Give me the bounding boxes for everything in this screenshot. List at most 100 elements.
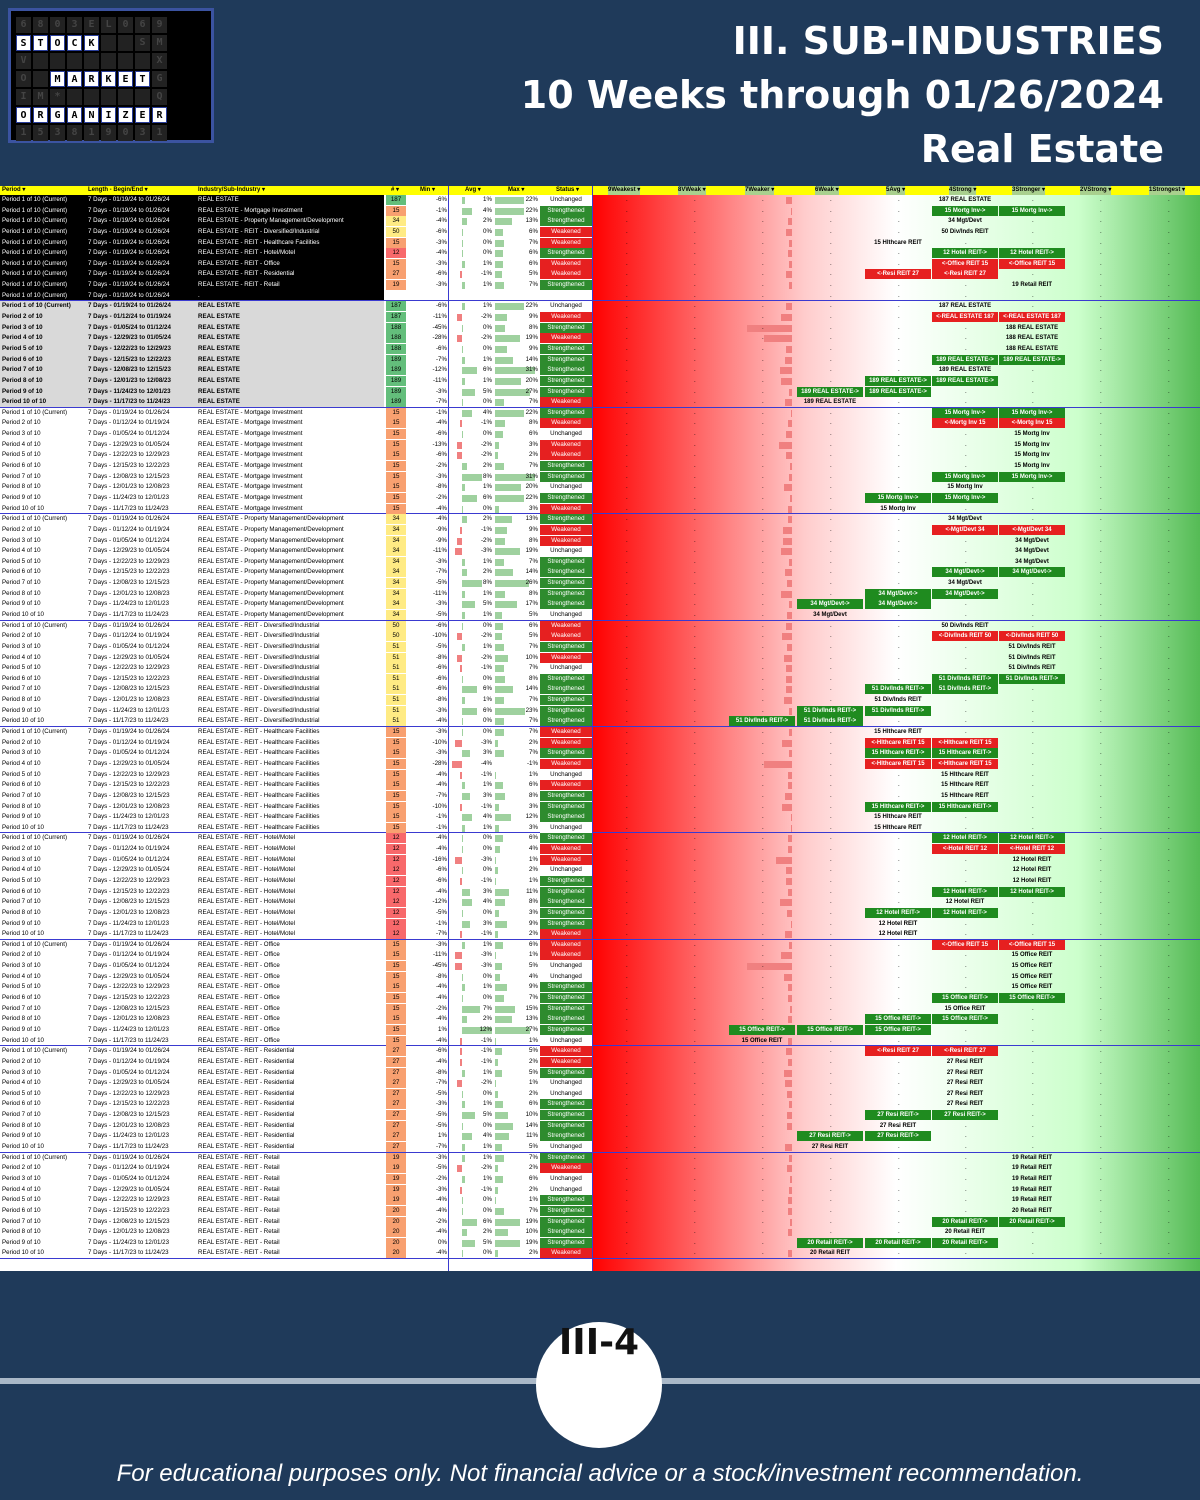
table-row: Period 10 of 10 7 Days - 11/17/23 to 11/2… [0,1142,1200,1153]
count-cell: 15 [386,1035,406,1046]
max-cell: 7% [529,642,538,650]
empty-dot: . [1032,696,1034,704]
category-label: <-Resi REIT 27 [932,269,998,280]
col-header[interactable]: Industry/Sub-Industry ▾ [198,187,266,193]
category-label: <-REAL ESTATE 187 [932,312,998,323]
category-label: 12 Hotel REIT-> [999,886,1065,897]
col-header[interactable]: Max ▾ [508,187,525,193]
max-bar [495,526,507,534]
min-cell: -16% [432,855,447,863]
table-row: Period 9 of 10 7 Days - 11/24/23 to 12/01… [0,599,1200,610]
count-cell: 12 [386,844,406,855]
logo-row: I M * Q [16,89,206,105]
col-header[interactable]: 6Weak ▾ [815,186,839,195]
col-header[interactable]: Avg ▾ [465,187,481,193]
category-label: 12 Hotel REIT [878,920,918,927]
col-header[interactable]: 8VWeak ▾ [678,186,706,195]
empty-dot: . [830,313,832,321]
status-badge: Strengthened [540,343,592,354]
max-cell: 7% [529,664,538,672]
col-header[interactable]: Period ▾ [2,187,26,193]
empty-dot: . [626,759,628,767]
empty-dot: . [965,1100,967,1108]
industry-cell: REAL ESTATE - REIT - Residential [198,1068,295,1076]
empty-dot: . [1100,206,1102,214]
col-header[interactable]: 5Avg ▾ [886,186,906,195]
empty-dot: . [1100,632,1102,640]
col-header[interactable]: 4Strong ▾ [949,186,977,195]
max-bar [495,494,524,502]
max-bar [495,484,521,492]
avg-bar [459,420,462,428]
status-badge: Unchanged [540,482,592,493]
status-badge: Strengthened [540,567,592,578]
avg-cell: 1% [483,1143,492,1151]
col-header[interactable]: 1Strongest ▾ [1149,186,1186,195]
col-header[interactable]: 3Stronger ▾ [1012,186,1046,195]
col-header[interactable]: Min ▾ [420,187,436,193]
avg-cell: -1% [480,270,492,278]
avg-bar [462,388,475,396]
category-label: 20 Retail REIT-> [932,1216,998,1227]
length-cell: 7 Days - 12/22/23 to 12/29/23 [88,557,170,565]
length-cell: 7 Days - 12/22/23 to 12/29/23 [88,1196,170,1204]
empty-dot: . [694,249,696,257]
avg-bar [462,207,472,215]
empty-dot: . [965,451,967,459]
avg-cell: 4% [483,408,492,416]
empty-dot: . [830,1153,832,1161]
col-header[interactable]: 7Weaker ▾ [745,186,775,195]
empty-dot: . [1100,366,1102,374]
max-bar [495,452,498,460]
status-badge: Strengthened [540,641,592,652]
industry-cell: REAL ESTATE - REIT - Office [198,962,280,970]
min-cell: -4% [435,845,447,853]
empty-dot: . [1032,600,1034,608]
avg-bar [462,973,463,981]
empty-dot: . [694,1121,696,1129]
min-bar [782,633,792,641]
industry-cell: REAL ESTATE - Mortgage Investment [198,440,303,448]
col-header[interactable]: 9Weakest ▾ [608,186,641,195]
max-cell: 6% [529,259,538,267]
min-cell: -6% [435,451,447,459]
logo-cell: R [152,107,167,123]
empty-dot: . [694,1174,696,1182]
count-cell: 20 [386,1237,406,1248]
empty-dot: . [1032,451,1034,459]
empty-dot: . [830,632,832,640]
empty-dot: . [1100,259,1102,267]
col-header[interactable]: 2VStrong ▾ [1080,186,1112,195]
category-label: 51 Div/Inds REIT-> [729,716,795,727]
max-bar [495,420,506,428]
length-cell: 7 Days - 12/29/23 to 01/05/24 [88,1079,170,1087]
empty-dot: . [626,738,628,746]
max-cell: 6% [529,621,538,629]
empty-dot: . [626,451,628,459]
logo-cell: 6 [135,17,150,33]
min-bar [789,558,792,566]
col-header[interactable]: # ▾ [391,187,400,193]
period-cell: Period 4 of 10 [2,440,41,448]
empty-dot: . [1168,1047,1170,1055]
period-cell: Period 10 of 10 [2,610,44,618]
industry-cell: REAL ESTATE - REIT - Residential [198,270,295,278]
status-badge: Strengthened [540,407,592,418]
empty-dot: . [898,1174,900,1182]
empty-dot: . [830,940,832,948]
min-bar [788,516,792,524]
avg-cell: 6% [483,706,492,714]
empty-dot: . [1100,238,1102,246]
empty-dot: . [626,685,628,693]
empty-dot: . [1100,770,1102,778]
col-header[interactable]: Status ▾ [556,187,580,193]
count-cell: 12 [386,876,406,886]
empty-dot: . [626,589,628,597]
period-cell: Period 1 of 10 (Current) [2,227,67,235]
col-header[interactable]: Length - Begin/End ▾ [88,187,148,193]
empty-dot: . [830,1249,832,1257]
status-badge: Weakened [540,524,592,535]
max-cell: 19% [525,547,538,555]
empty-dot: . [1168,323,1170,331]
